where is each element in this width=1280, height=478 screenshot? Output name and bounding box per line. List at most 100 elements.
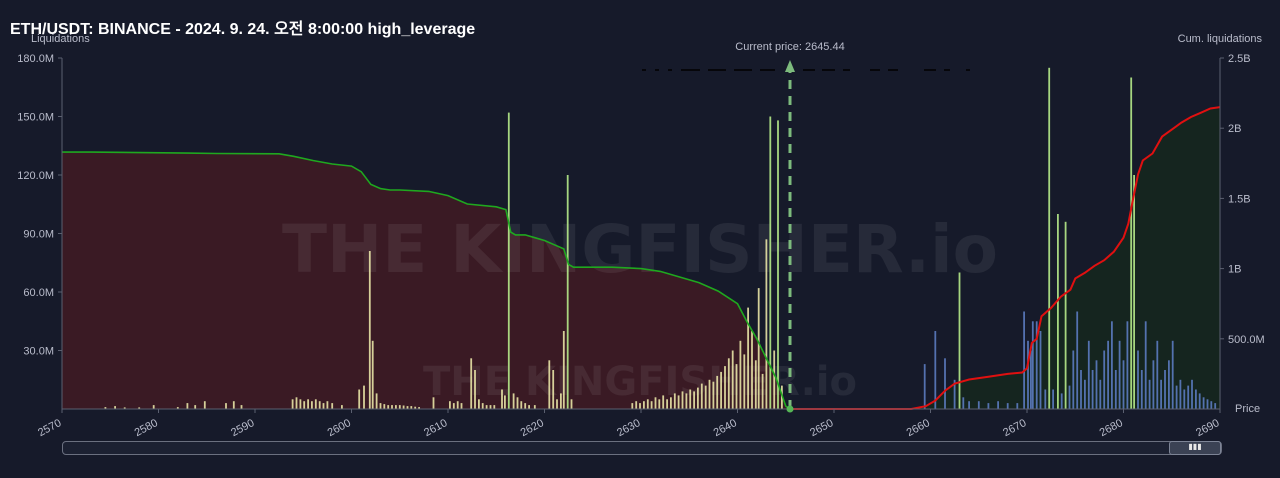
liquidation-bar <box>225 403 227 409</box>
liquidation-bar <box>646 399 649 410</box>
liquidation-bar <box>552 370 555 409</box>
y-left-tick-label: 150.0M <box>17 112 54 124</box>
liquidation-bar <box>485 405 488 409</box>
left-axis-title: Liquidations <box>31 33 90 45</box>
liquidation-bar <box>1031 321 1034 410</box>
liquidation-bar <box>449 401 451 409</box>
liquidation-bar <box>635 401 638 409</box>
liquidation-bar <box>1103 350 1106 409</box>
liquidation-bar <box>520 401 523 409</box>
liquidation-bar <box>406 406 409 409</box>
liquidation-bar <box>977 401 980 409</box>
x-tick-label: 2640 <box>712 417 739 439</box>
x-tick-label: 2570 <box>36 417 63 439</box>
liquidation-bar <box>556 399 558 410</box>
liquidation-bar <box>761 373 764 409</box>
liquidation-bar <box>650 401 653 409</box>
liquidation-bar <box>326 401 329 409</box>
liquidation-bar <box>716 375 719 409</box>
liquidation-bar <box>958 272 961 409</box>
current-price-marker: Current price: 2645.44 <box>642 41 970 413</box>
liquidation-bar <box>375 393 378 409</box>
liquidation-bars <box>104 67 1217 410</box>
liquidation-bar <box>299 399 302 410</box>
x-tick-label: 2620 <box>519 417 546 439</box>
liquidation-bar <box>1057 214 1059 409</box>
y-left-tick-label: 90.0M <box>23 229 54 241</box>
y-left-tick-label: 30.0M <box>23 346 54 358</box>
liquidation-bar <box>232 401 235 409</box>
liquidation-bar <box>1111 321 1113 410</box>
x-tick-label: 2650 <box>808 417 835 439</box>
liquidation-bar <box>512 393 515 409</box>
liquidation-bar <box>387 405 390 409</box>
liquidation-bar <box>1133 175 1135 409</box>
liquidation-bar <box>1183 389 1186 409</box>
liquidation-bar <box>689 389 692 409</box>
liquidation-bar <box>953 379 956 410</box>
liquidation-bar <box>314 399 317 410</box>
liquidation-bar <box>1030 350 1032 409</box>
liquidation-bar <box>1114 370 1117 409</box>
liquidation-bar <box>654 397 657 409</box>
current-price-arrow <box>784 60 795 72</box>
liquidation-bar <box>1052 389 1054 409</box>
scrollbar-handle[interactable]: ▮▮▮ <box>1169 441 1221 455</box>
liquidation-bar <box>295 397 298 409</box>
liquidation-bar <box>1206 399 1209 410</box>
liquidation-bar <box>1122 360 1125 410</box>
liquidation-bar <box>677 395 680 409</box>
y-left-tick-label: 180.0M <box>17 53 54 65</box>
range-scrollbar[interactable]: ▮▮▮ <box>62 441 1222 455</box>
liquidation-bar <box>1076 311 1079 409</box>
liquidation-bar <box>681 391 684 409</box>
liquidation-bar <box>368 251 371 409</box>
liquidation-bar <box>1060 393 1063 409</box>
liquidation-bar <box>1214 403 1217 409</box>
liquidation-bar <box>1187 385 1190 409</box>
liquidation-bar <box>1048 67 1051 410</box>
liquidation-bar <box>1179 379 1182 410</box>
liquidation-bar <box>773 350 776 409</box>
liquidation-bar <box>739 340 742 410</box>
liquidation-bar <box>1130 77 1133 409</box>
liquidation-bar <box>1126 321 1129 410</box>
liquidation-bar <box>1016 403 1019 409</box>
liquidation-bar <box>670 397 672 409</box>
liquidation-bar <box>1175 385 1178 409</box>
liquidation-bar <box>1156 340 1159 410</box>
liquidation-bar <box>410 406 413 409</box>
liquidation-bar <box>341 405 343 409</box>
x-tick-label: 2630 <box>615 417 642 439</box>
liquidation-bar <box>470 358 473 409</box>
x-tick-label: 2580 <box>133 417 160 439</box>
liquidation-bar <box>560 393 562 409</box>
liquidation-bar <box>318 401 321 409</box>
y-right-tick-label: 1.5B <box>1228 193 1251 205</box>
cumulative-lines <box>62 106 1221 410</box>
liquidation-bar <box>456 401 459 409</box>
liquidation-bar <box>562 331 565 409</box>
liquidation-bar <box>452 403 455 409</box>
liquidation-bar <box>685 393 688 409</box>
x-tick-label: 2600 <box>326 417 353 439</box>
liquidation-bar <box>1044 389 1047 409</box>
liquidation-bar <box>1140 370 1143 409</box>
liquidation-bar <box>398 405 401 409</box>
liquidation-bar <box>383 404 386 409</box>
liquidation-bar <box>516 397 519 409</box>
y-right-tick-label: 2.5B <box>1228 53 1251 65</box>
liquidation-bar <box>240 405 243 409</box>
liquidation-bar <box>1202 397 1205 409</box>
liquidation-bar <box>379 403 382 409</box>
watermark-large: THE KINGFISHER.io <box>282 211 998 288</box>
liquidation-bar <box>1080 370 1082 409</box>
liquidation-bar <box>176 407 179 409</box>
liquidation-bar <box>104 407 107 409</box>
liquidation-bar <box>673 393 676 409</box>
liquidation-bar <box>1137 350 1139 409</box>
x-tick-label: 2690 <box>1194 417 1221 439</box>
liquidation-bar <box>700 383 703 409</box>
liquidation-bar <box>1107 340 1109 410</box>
